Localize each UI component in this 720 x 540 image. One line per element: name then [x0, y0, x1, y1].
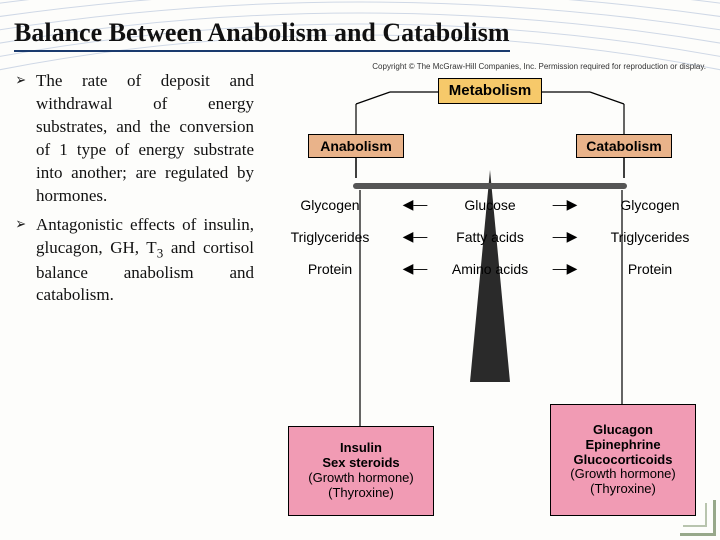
- hormone-line: (Thyroxine): [328, 486, 394, 501]
- slide-title: Balance Between Anabolism and Catabolism: [14, 18, 510, 52]
- substrate-row: Glycogen ◀— Glucose —▶ Glycogen: [270, 196, 710, 213]
- bullet-1: The rate of deposit and withdrawal of en…: [14, 70, 254, 208]
- row-left: Protein: [270, 261, 390, 277]
- arrow-right-icon: —▶: [551, 196, 580, 213]
- hormone-line: Sex steroids: [322, 456, 399, 471]
- arrow-right-icon: —▶: [551, 260, 580, 277]
- row-right: Triglycerides: [590, 229, 710, 245]
- metabolism-box: Metabolism: [438, 78, 542, 104]
- row-left: Glycogen: [270, 197, 390, 213]
- arrow-left-icon: ◀—: [401, 260, 430, 277]
- arrow-right-icon: —▶: [551, 228, 580, 245]
- hormone-line: (Growth hormone): [308, 471, 413, 486]
- row-center: Fatty acids: [440, 229, 540, 245]
- arrow-left-icon: ◀—: [401, 228, 430, 245]
- hormone-line: Insulin: [340, 441, 382, 456]
- arrow-left-icon: ◀—: [401, 196, 430, 213]
- row-right: Protein: [590, 261, 710, 277]
- hormones-left-box: InsulinSex steroids(Growth hormone)(Thyr…: [288, 426, 434, 516]
- hormone-line: Epinephrine: [585, 438, 660, 453]
- bullet-2: Antagonistic effects of insulin, glucago…: [14, 214, 254, 308]
- hormones-right-box: GlucagonEpinephrineGlucocorticoids(Growt…: [550, 404, 696, 516]
- corner-decoration: [680, 500, 716, 536]
- text-column: The rate of deposit and withdrawal of en…: [14, 70, 254, 313]
- hormone-line: (Growth hormone): [570, 467, 675, 482]
- row-center: Glucose: [440, 197, 540, 213]
- balance-diagram: Copyright © The McGraw-Hill Companies, I…: [270, 62, 710, 522]
- hormone-line: (Thyroxine): [590, 482, 656, 497]
- hormone-line: Glucagon: [593, 423, 653, 438]
- row-left: Triglycerides: [270, 229, 390, 245]
- hormone-line: Glucocorticoids: [574, 453, 673, 468]
- row-right: Glycogen: [590, 197, 710, 213]
- row-center: Amino acids: [440, 261, 540, 277]
- substrate-row: Protein ◀— Amino acids —▶ Protein: [270, 260, 710, 277]
- substrate-row: Triglycerides ◀— Fatty acids —▶ Triglyceride…: [270, 228, 710, 245]
- anabolism-box: Anabolism: [308, 134, 404, 158]
- catabolism-box: Catabolism: [576, 134, 672, 158]
